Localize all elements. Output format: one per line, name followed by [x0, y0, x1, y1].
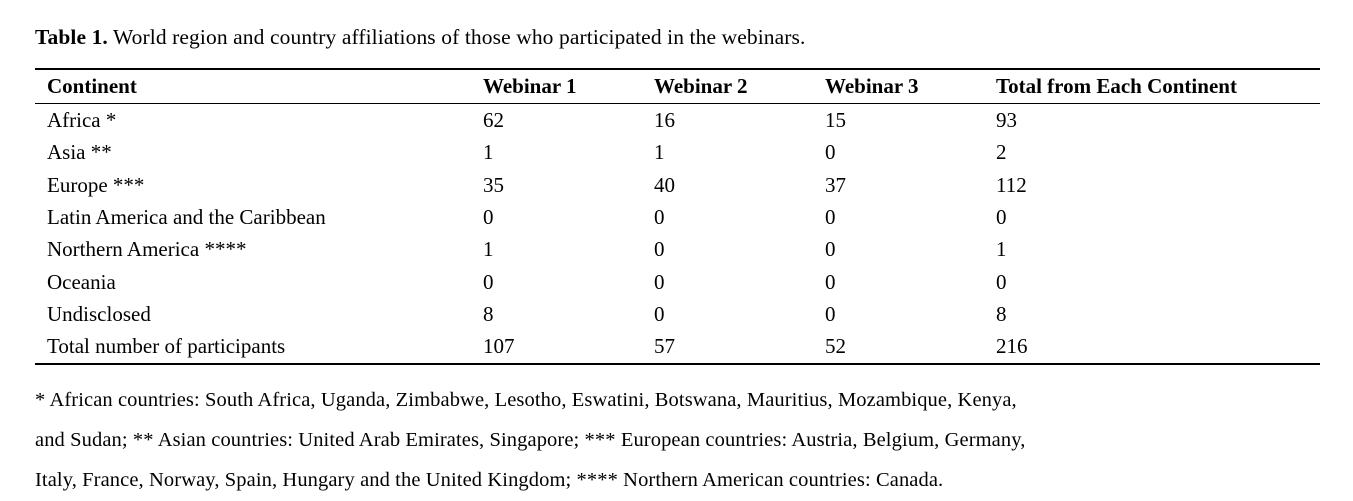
- total-cell: 112: [996, 172, 1027, 197]
- continent-cell: Latin America and the Caribbean: [47, 204, 326, 229]
- continent-cell: Asia **: [47, 140, 112, 165]
- value-cell: 0: [825, 269, 836, 294]
- value-cell: 0: [654, 237, 665, 262]
- table-caption-label: Table 1.: [35, 25, 108, 49]
- total-cell: 0: [996, 269, 1007, 294]
- table-row: Asia ** 1 1 0 2: [35, 136, 1320, 168]
- value-cell: 0: [654, 204, 665, 229]
- table-row: Latin America and the Caribbean 0 0 0 0: [35, 201, 1320, 233]
- table-row: Oceania 0 0 0 0: [35, 266, 1320, 298]
- value-cell: 0: [825, 140, 836, 165]
- continent-cell: Europe ***: [47, 172, 145, 197]
- header-row: Continent Webinar 1 Webinar 2 Webinar 3 …: [35, 69, 1320, 104]
- value-cell: 1: [483, 237, 494, 262]
- value-cell: 0: [483, 269, 494, 294]
- table-row: Northern America **** 1 0 0 1: [35, 233, 1320, 265]
- value-cell: 0: [825, 204, 836, 229]
- value-cell: 16: [654, 107, 675, 132]
- participants-table: Continent Webinar 1 Webinar 2 Webinar 3 …: [35, 67, 1320, 365]
- table-body: Africa * 62 16 15 93 Asia ** 1 1 0 2 Eur…: [35, 103, 1320, 363]
- table-row-total: Total number of participants 107 57 52 2…: [35, 330, 1320, 363]
- table-row: Africa * 62 16 15 93: [35, 103, 1320, 136]
- value-cell: 0: [483, 204, 494, 229]
- column-header-webinar3: Webinar 3: [825, 73, 919, 98]
- column-header-webinar2: Webinar 2: [654, 73, 748, 98]
- continent-cell: Northern America ****: [47, 237, 247, 262]
- value-cell: 37: [825, 172, 846, 197]
- value-cell: 0: [654, 269, 665, 294]
- footnote-line: and Sudan; ** Asian countries: United Ar…: [35, 428, 1026, 451]
- value-cell: 1: [654, 140, 665, 165]
- value-cell: 8: [483, 302, 494, 326]
- table-caption-text: World region and country affiliations of…: [107, 25, 806, 49]
- total-cell: 1: [996, 237, 1007, 262]
- continent-cell: Africa *: [47, 107, 117, 132]
- total-cell: 2: [996, 140, 1007, 165]
- footnote-line: Italy, France, Norway, Spain, Hungary an…: [35, 468, 944, 491]
- table-row: Europe *** 35 40 37 112: [35, 169, 1320, 201]
- value-cell: 107: [483, 334, 515, 359]
- footnote-line: * African countries: South Africa, Ugand…: [35, 388, 1017, 411]
- column-header-continent: Continent: [47, 73, 137, 98]
- total-cell: 93: [996, 107, 1017, 132]
- continent-cell: Oceania: [47, 269, 116, 294]
- value-cell: 0: [654, 302, 665, 326]
- column-header-webinar1: Webinar 1: [483, 73, 577, 98]
- total-cell: 216: [996, 334, 1028, 359]
- value-cell: 62: [483, 107, 504, 132]
- value-cell: 52: [825, 334, 846, 359]
- total-cell: 8: [996, 302, 1007, 326]
- value-cell: 0: [825, 302, 836, 326]
- value-cell: 35: [483, 172, 504, 197]
- value-cell: 57: [654, 334, 675, 359]
- value-cell: 40: [654, 172, 675, 197]
- continent-cell: Undisclosed: [47, 302, 151, 326]
- value-cell: 15: [825, 107, 846, 132]
- continent-cell: Total number of participants: [47, 334, 286, 359]
- column-header-total: Total from Each Continent: [996, 73, 1237, 98]
- total-cell: 0: [996, 204, 1007, 229]
- table-caption: Table 1. World region and country affili…: [35, 24, 1320, 52]
- table-footnotes: * African countries: South Africa, Ugand…: [35, 381, 1320, 501]
- table-row: Undisclosed 8 0 0 8: [35, 298, 1320, 330]
- value-cell: 0: [825, 237, 836, 262]
- value-cell: 1: [483, 140, 494, 165]
- table-header: Continent Webinar 1 Webinar 2 Webinar 3 …: [35, 69, 1320, 104]
